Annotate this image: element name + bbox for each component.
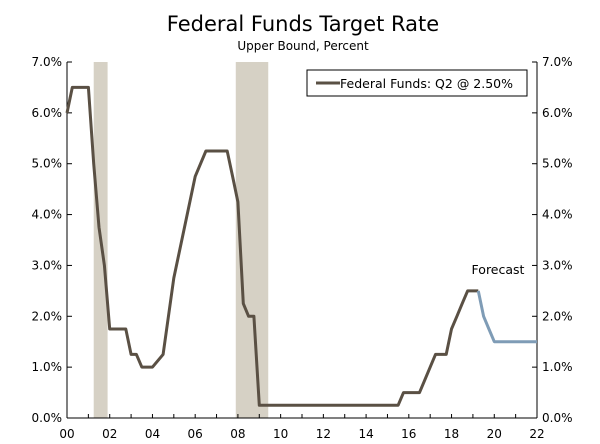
x-tick-label: 02 <box>102 427 117 441</box>
x-tick-label: 12 <box>316 427 331 441</box>
legend: Federal Funds: Q2 @ 2.50% <box>306 69 528 97</box>
x-tick-label: 00 <box>59 427 74 441</box>
y-tick-label-right: 3.0% <box>542 258 573 272</box>
legend-box <box>306 69 528 97</box>
y-tick-label-right: 6.0% <box>542 106 573 120</box>
x-tick-label: 10 <box>273 427 288 441</box>
y-tick-label-right: 2.0% <box>542 309 573 323</box>
x-tick-label: 14 <box>358 427 373 441</box>
forecast-annotation: Forecast <box>472 262 525 277</box>
x-tick-label: 20 <box>487 427 502 441</box>
chart-subtitle: Upper Bound, Percent <box>237 39 369 53</box>
y-tick-label-left: 2.0% <box>32 309 63 323</box>
y-tick-label-left: 7.0% <box>32 55 63 69</box>
y-tick-label-right: 7.0% <box>542 55 573 69</box>
y-tick-label-right: 4.0% <box>542 208 573 222</box>
y-tick-label-left: 4.0% <box>32 208 63 222</box>
y-tick-label-left: 0.0% <box>32 411 63 425</box>
x-tick-label: 08 <box>230 427 245 441</box>
y-tick-label-left: 1.0% <box>32 360 63 374</box>
y-tick-label-left: 3.0% <box>32 258 63 272</box>
x-tick-label: 16 <box>401 427 416 441</box>
y-tick-label-right: 0.0% <box>542 411 573 425</box>
y-tick-label-right: 5.0% <box>542 157 573 171</box>
x-tick-label: 18 <box>444 427 459 441</box>
x-tick-label: 22 <box>529 427 544 441</box>
series-line-forecast <box>476 290 537 344</box>
series-line-federal-funds <box>65 85 479 407</box>
series-lines <box>65 85 537 407</box>
chart-title: Federal Funds Target Rate <box>167 12 439 36</box>
y-tick-label-left: 6.0% <box>32 106 63 120</box>
axes: 0.0% 0.0% 1.0% 1.0% 2.0% 2.0% 3.0% 3.0% 4.0% 4.0%… <box>32 55 573 441</box>
y-tick-label-left: 5.0% <box>32 157 63 171</box>
y-tick-label-right: 1.0% <box>542 360 573 374</box>
legend-label: Federal Funds: Q2 @ 2.50% <box>340 76 513 91</box>
x-tick-label: 06 <box>188 427 203 441</box>
x-tick-label: 04 <box>145 427 160 441</box>
